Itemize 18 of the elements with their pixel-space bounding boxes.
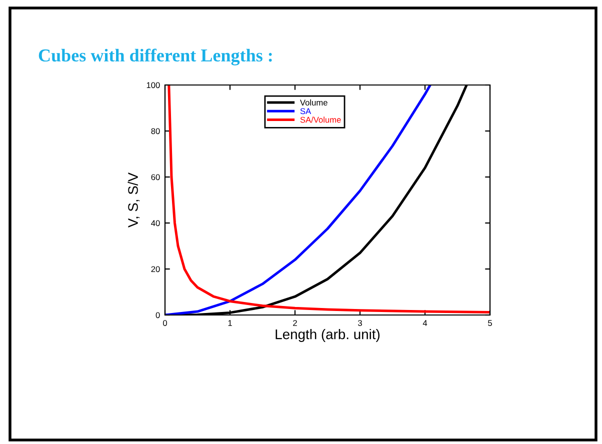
x-tick-label: 2: [293, 320, 297, 326]
legend-label: Volume: [300, 99, 328, 106]
x-tick-label: 0: [163, 320, 167, 326]
y-tick-label: 0: [156, 312, 160, 318]
x-tick-label: 3: [358, 320, 362, 326]
y-tick-label: 40: [151, 220, 160, 226]
chart-title: Cubes with different Lengths :: [38, 48, 272, 66]
x-tick-label: 5: [488, 320, 492, 326]
y-tick-label: 100: [146, 82, 160, 88]
y-tick-label: 60: [151, 174, 160, 180]
legend-label: SA: [300, 108, 312, 114]
x-tick-label: 4: [422, 320, 428, 326]
y-tick-label: 20: [151, 266, 160, 272]
y-axis-title: V, S, S/V: [128, 172, 140, 228]
legend-label: SA/Volume: [300, 116, 341, 123]
x-axis-title: Length (arb. unit): [276, 329, 380, 342]
x-tick-label: 1: [228, 320, 232, 326]
y-tick-label: 80: [151, 128, 160, 134]
